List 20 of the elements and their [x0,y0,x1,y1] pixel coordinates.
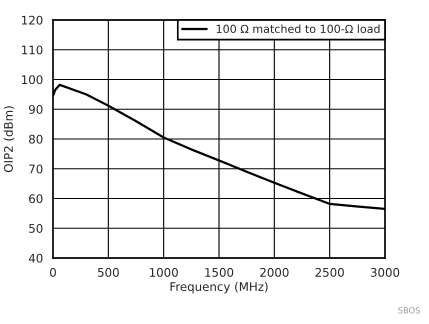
legend-label: 100 Ω matched to 100-Ω load [216,24,380,34]
y-tick-label: 110 [22,45,42,54]
y-tick-label: 120 [22,16,42,25]
x-tick-label: 2000 [260,268,289,277]
y-tick-label: 100 [22,75,42,84]
y-axis-title: OIP2 (dBm) [4,106,14,172]
x-tick-label: 3000 [370,268,400,277]
x-tick-label: 1000 [150,268,178,277]
y-tick-label: 70 [29,164,42,174]
y-tick-label: 40 [28,254,42,263]
x-tick-label: 500 [98,268,119,277]
y-tick-label: 60 [29,194,42,204]
x-tick-label: 0 [50,268,56,277]
text: SBOS [398,307,420,314]
y-tick-label: 50 [29,224,42,233]
y-tick-label: 80 [29,134,42,144]
x-tick-label: 1500 [205,268,234,277]
y-tick-label: 90 [29,104,42,114]
x-tick-label: 2500 [316,268,344,277]
x-axis-title: Frequency (MHz) [170,282,268,294]
